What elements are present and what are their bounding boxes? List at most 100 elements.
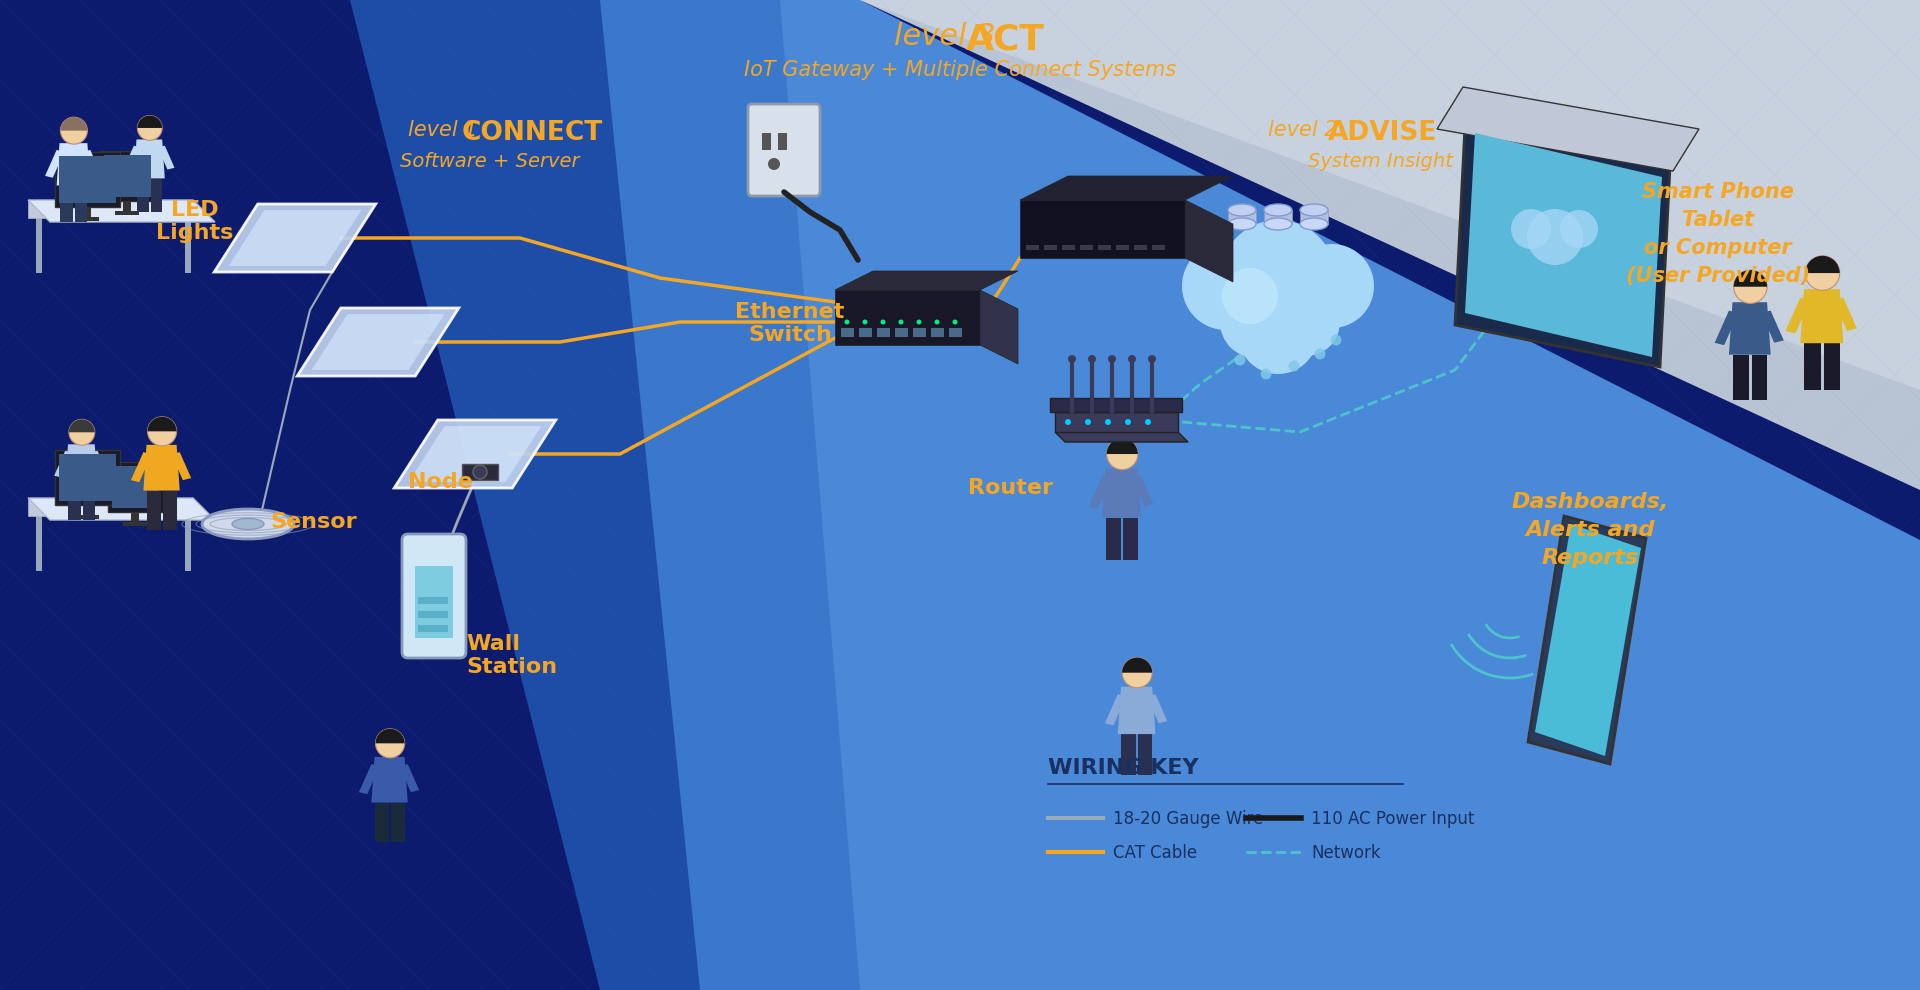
Text: Ethernet
Switch: Ethernet Switch xyxy=(735,302,845,346)
Bar xyxy=(895,328,908,337)
Polygon shape xyxy=(157,146,175,169)
Circle shape xyxy=(1734,270,1766,303)
Polygon shape xyxy=(979,290,1018,364)
Text: level 2: level 2 xyxy=(1267,120,1344,140)
Bar xyxy=(914,328,925,337)
Ellipse shape xyxy=(202,509,294,539)
Circle shape xyxy=(768,158,780,170)
Bar xyxy=(931,328,945,337)
Text: Smart Phone
Tablet
or Computer
(User Provided): Smart Phone Tablet or Computer (User Pro… xyxy=(1626,182,1811,286)
Circle shape xyxy=(1089,355,1096,363)
Wedge shape xyxy=(1734,270,1766,287)
Text: level 1: level 1 xyxy=(407,120,484,140)
Bar xyxy=(1062,245,1075,250)
Polygon shape xyxy=(599,0,1920,990)
Polygon shape xyxy=(311,314,444,370)
Polygon shape xyxy=(150,178,161,212)
Circle shape xyxy=(862,320,868,325)
Circle shape xyxy=(1271,288,1340,356)
Circle shape xyxy=(881,320,885,325)
Wedge shape xyxy=(138,116,161,128)
Circle shape xyxy=(1331,335,1342,346)
Polygon shape xyxy=(1715,311,1738,346)
Circle shape xyxy=(1511,209,1551,249)
Circle shape xyxy=(1805,255,1839,290)
Polygon shape xyxy=(1117,687,1156,734)
Circle shape xyxy=(1121,657,1152,688)
Polygon shape xyxy=(60,156,115,203)
Circle shape xyxy=(1106,419,1112,425)
Bar xyxy=(1152,245,1165,250)
Bar xyxy=(1300,210,1329,224)
Bar xyxy=(948,328,962,337)
Polygon shape xyxy=(136,178,150,212)
Text: Sensor: Sensor xyxy=(271,512,357,532)
Bar xyxy=(1025,245,1039,250)
Polygon shape xyxy=(83,485,94,520)
Text: Node: Node xyxy=(407,472,472,492)
Polygon shape xyxy=(100,151,156,201)
Polygon shape xyxy=(56,450,119,505)
Wedge shape xyxy=(376,729,405,743)
Polygon shape xyxy=(1020,200,1185,258)
Circle shape xyxy=(1221,268,1279,324)
Polygon shape xyxy=(163,490,177,530)
Polygon shape xyxy=(359,764,380,794)
Polygon shape xyxy=(1761,311,1784,343)
Polygon shape xyxy=(1054,412,1179,432)
Bar xyxy=(419,597,447,604)
Polygon shape xyxy=(215,204,376,272)
Polygon shape xyxy=(1050,398,1183,412)
Circle shape xyxy=(1288,360,1300,371)
Polygon shape xyxy=(60,454,115,501)
Bar xyxy=(1098,245,1112,250)
FancyBboxPatch shape xyxy=(401,534,467,658)
Polygon shape xyxy=(60,185,73,222)
Text: CAT Cable: CAT Cable xyxy=(1114,844,1198,862)
Polygon shape xyxy=(835,271,1018,290)
Wedge shape xyxy=(148,417,177,432)
Polygon shape xyxy=(115,211,138,215)
Polygon shape xyxy=(1465,133,1663,357)
Polygon shape xyxy=(835,290,979,345)
Text: WIRING KEY: WIRING KEY xyxy=(1048,758,1198,778)
Ellipse shape xyxy=(1300,218,1329,230)
Polygon shape xyxy=(1123,518,1139,560)
Polygon shape xyxy=(392,803,405,842)
Polygon shape xyxy=(349,0,1920,990)
Circle shape xyxy=(916,320,922,325)
Polygon shape xyxy=(83,149,102,176)
Polygon shape xyxy=(75,217,100,221)
Ellipse shape xyxy=(1263,218,1292,230)
Polygon shape xyxy=(1054,432,1188,442)
Bar xyxy=(1079,245,1092,250)
Polygon shape xyxy=(36,516,42,571)
Circle shape xyxy=(1144,419,1150,425)
Polygon shape xyxy=(1528,516,1645,764)
Polygon shape xyxy=(184,516,190,571)
Circle shape xyxy=(1125,419,1131,425)
Polygon shape xyxy=(131,512,138,522)
Polygon shape xyxy=(1133,476,1154,507)
Circle shape xyxy=(472,465,488,479)
Polygon shape xyxy=(123,522,148,526)
Text: 18-20 Gauge Wire: 18-20 Gauge Wire xyxy=(1114,810,1263,828)
Bar xyxy=(762,133,772,150)
Text: ADVISE: ADVISE xyxy=(1329,120,1438,146)
Polygon shape xyxy=(54,450,73,477)
Polygon shape xyxy=(29,498,194,516)
Circle shape xyxy=(1559,210,1597,248)
Polygon shape xyxy=(374,803,390,842)
Text: System Insight: System Insight xyxy=(1308,152,1452,171)
Ellipse shape xyxy=(1300,204,1329,216)
Circle shape xyxy=(1261,368,1271,379)
Bar xyxy=(877,328,891,337)
Bar xyxy=(1116,245,1129,250)
Text: Router: Router xyxy=(968,478,1052,498)
Circle shape xyxy=(1129,355,1137,363)
Polygon shape xyxy=(1185,200,1233,282)
Wedge shape xyxy=(69,420,94,433)
Polygon shape xyxy=(36,218,42,273)
Wedge shape xyxy=(1106,439,1139,454)
Polygon shape xyxy=(44,149,63,178)
